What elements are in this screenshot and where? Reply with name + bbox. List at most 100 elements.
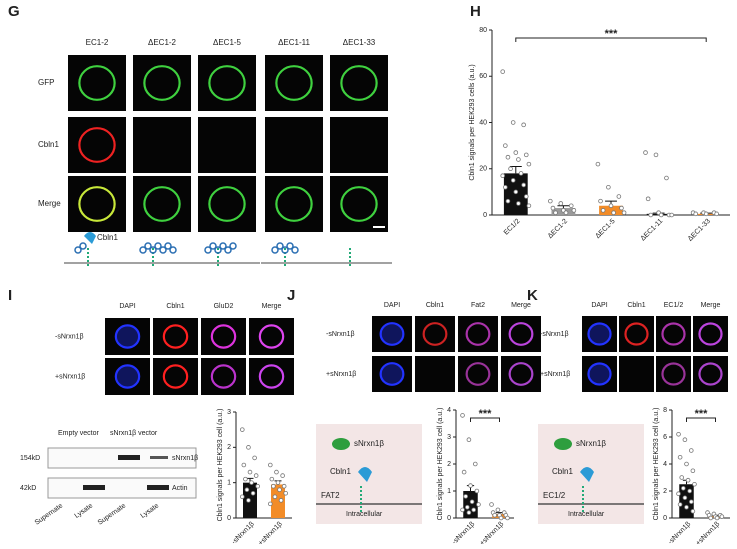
label: ΔEC1-2 [148, 38, 177, 47]
panel-letter: J [287, 287, 295, 304]
domain [159, 246, 167, 254]
data-point [645, 196, 651, 202]
label: +sNrxn1β [540, 371, 570, 378]
cell-signal [465, 362, 491, 386]
label: Lysate [73, 502, 94, 519]
bar [599, 205, 623, 215]
data-point [468, 483, 473, 488]
significance-label: *** [695, 408, 709, 420]
data-point [521, 122, 526, 128]
data-point [516, 157, 521, 162]
label: sNrxn1β [576, 439, 606, 448]
cell-signal [78, 186, 116, 222]
cell-signal [143, 186, 181, 222]
data-point [271, 483, 276, 489]
y-tick-label: 2 [447, 461, 451, 468]
data-point [621, 210, 627, 215]
ligand-icon [554, 438, 572, 450]
data-point [677, 502, 683, 507]
micrograph [201, 318, 246, 355]
domain [139, 246, 147, 254]
micrograph [133, 55, 191, 111]
data-point [240, 427, 245, 432]
y-tick-label: 20 [479, 166, 487, 173]
y-tick-label: 0 [663, 515, 667, 522]
cbln1-icon [84, 232, 96, 244]
label: Fat2 [471, 302, 485, 309]
data-point [714, 515, 720, 521]
label: Actin [172, 485, 188, 492]
micrograph [198, 55, 256, 111]
domain [204, 246, 212, 254]
data-point [503, 184, 508, 190]
data-point [277, 487, 282, 493]
data-point [280, 473, 285, 478]
data-point [595, 161, 601, 167]
data-point [472, 461, 478, 467]
panel-letter: H [470, 3, 481, 20]
micrograph [415, 356, 455, 392]
label: Empty vector [58, 430, 100, 437]
significance-label: *** [605, 28, 619, 40]
y-tick-label: 2 [663, 488, 667, 495]
cell-signal [379, 362, 405, 386]
label: DAPI [591, 302, 607, 309]
y-tick-label: 40 [479, 119, 487, 126]
y-tick-label: 1 [447, 488, 451, 495]
data-point [669, 212, 674, 218]
domain [169, 246, 177, 254]
micrograph [656, 316, 691, 352]
data-point [685, 477, 691, 483]
label: -sNrxn1β [326, 331, 355, 338]
micrograph [330, 117, 388, 173]
data-point [676, 491, 681, 497]
cell-signal [698, 322, 723, 346]
data-point [466, 437, 472, 443]
label: Intracellular [346, 511, 383, 518]
y-axis-label: Cbln1 signals per HEK293 cells (a.u.) [469, 64, 476, 180]
data-point [619, 205, 624, 211]
data-point [521, 182, 526, 188]
cell-signal [379, 322, 405, 346]
data-point [553, 210, 558, 215]
label: Merge [701, 302, 721, 309]
domain [74, 246, 82, 254]
micrograph [201, 358, 246, 395]
micrograph [265, 55, 323, 111]
label: EC1-2 [86, 38, 109, 47]
data-point [611, 210, 616, 215]
x-tick-label: ΔEC1-11 [640, 218, 665, 243]
data-point [278, 498, 284, 503]
label: Intracellular [568, 511, 605, 518]
micrograph [133, 176, 191, 232]
y-tick-label: 8 [663, 407, 667, 414]
data-point [466, 510, 472, 515]
data-point [690, 468, 696, 474]
data-point [516, 201, 521, 206]
data-point [500, 69, 506, 74]
data-point [250, 490, 256, 496]
data-point [688, 499, 694, 505]
data-point [568, 203, 574, 209]
cell-signal [508, 322, 534, 346]
blot-band [118, 455, 140, 460]
data-point [240, 494, 245, 500]
significance-bracket [470, 417, 500, 422]
label: Cbln1 [627, 302, 645, 309]
data-point [460, 507, 465, 513]
data-point [243, 476, 248, 482]
cell-signal [143, 65, 181, 101]
micrograph [458, 356, 498, 392]
cell-signal [275, 186, 313, 222]
micrograph [198, 117, 256, 173]
data-point [563, 210, 569, 215]
data-point [714, 211, 719, 217]
data-point [492, 512, 498, 518]
cell-signal [208, 186, 246, 222]
micrograph [693, 356, 728, 392]
cell-signal [587, 322, 612, 346]
data-point [474, 488, 480, 494]
panel-letter: I [8, 287, 12, 304]
micrograph [415, 316, 455, 352]
label: Cbln1 [166, 303, 184, 310]
